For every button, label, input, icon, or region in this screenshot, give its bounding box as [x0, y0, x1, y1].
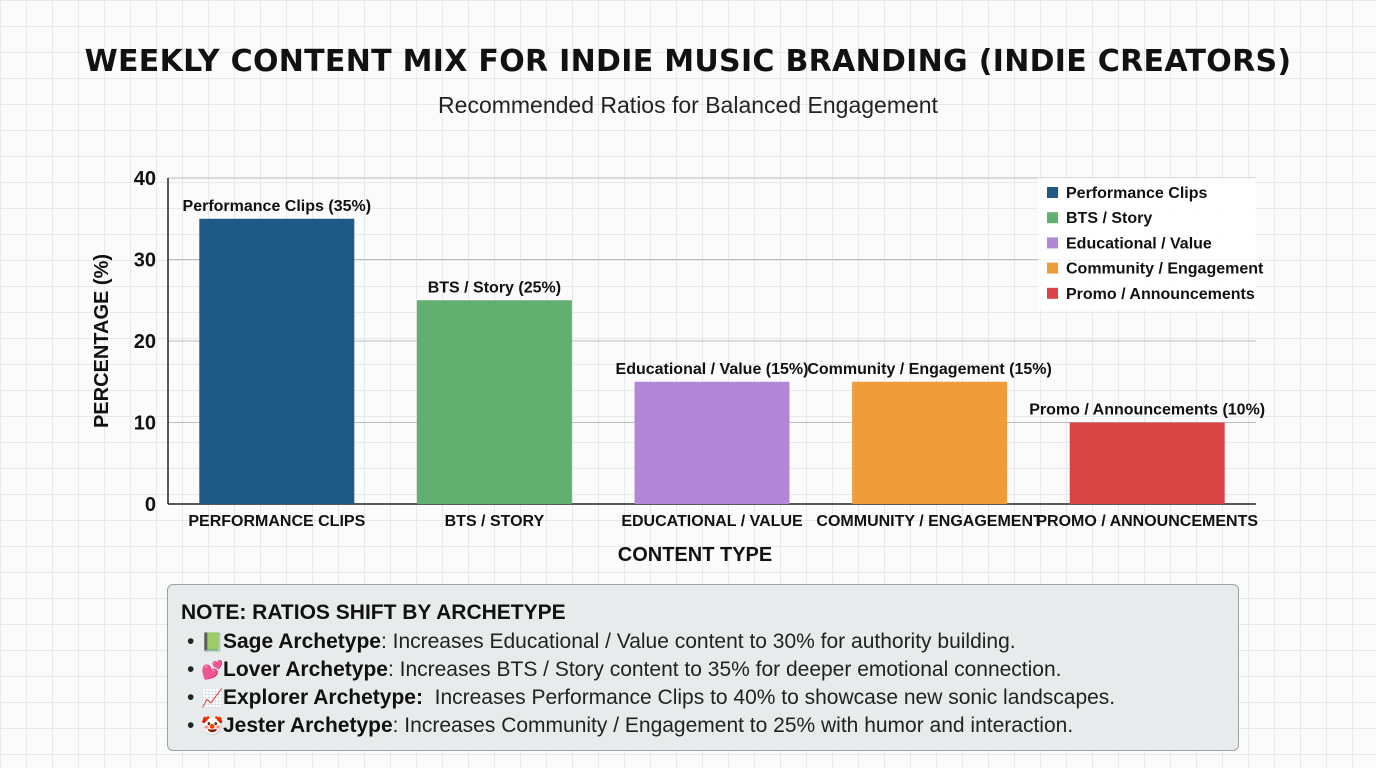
bar	[1069, 422, 1225, 504]
chart-title: WEEKLY CONTENT MIX FOR INDIE MUSIC BRAND…	[84, 44, 1292, 79]
y-tick-label: 30	[134, 250, 156, 272]
legend-swatch	[1047, 187, 1058, 198]
x-tick-label: BTS / STORY	[445, 513, 545, 530]
chart-subtitle: Recommended Ratios for Balanced Engageme…	[438, 92, 938, 118]
archetype-name: Lover Archetype	[223, 658, 388, 681]
x-tick-label: PERFORMANCE CLIPS	[188, 513, 365, 530]
bar-chart: 0 10 20 30 40 Performance Clips (35%) PERFORMA…	[91, 168, 1265, 566]
archetype-name: Explorer Archetype:	[223, 686, 423, 709]
data-label: Educational / Value (15%)	[616, 361, 809, 378]
data-label: Community / Engagement (15%)	[807, 361, 1051, 378]
bullet-icon: •	[187, 714, 195, 737]
archetype-description: Increases Performance Clips to 40% to sh…	[422, 686, 1116, 709]
legend-item: Educational / Value	[1066, 235, 1212, 252]
bar	[199, 218, 355, 504]
legend-item: BTS / Story	[1066, 210, 1152, 227]
x-tick-label: EDUCATIONAL / VALUE	[621, 513, 803, 530]
hearts-icon: 💕	[201, 660, 224, 680]
data-label: BTS / Story (25%)	[428, 279, 561, 296]
legend-swatch	[1047, 237, 1058, 249]
legend-box	[1038, 178, 1256, 310]
archetype-name: Sage Archetype	[223, 630, 381, 653]
y-tick-label: 10	[134, 413, 156, 435]
x-tick-label: PROMO / ANNOUNCEMENTS	[1036, 513, 1258, 530]
note-item-jester: • 🤡Jester Archetype: Increases Community …	[181, 712, 1224, 740]
archetype-description: : Increases Educational / Value content …	[380, 630, 1016, 653]
y-tick-label: 0	[145, 494, 156, 516]
legend-swatch	[1047, 262, 1058, 274]
bullet-icon: •	[187, 658, 195, 681]
legend-swatch	[1047, 287, 1058, 299]
note-item-lover: • 💕Lover Archetype: Increases BTS / Story…	[181, 656, 1224, 684]
bar	[634, 381, 790, 504]
bullet-icon: •	[187, 630, 195, 653]
legend-item: Performance Clips	[1066, 185, 1207, 202]
archetype-name: Jester Archetype	[223, 714, 393, 737]
data-label: Promo / Announcements (10%)	[1029, 402, 1265, 419]
book-icon: 📗	[201, 632, 224, 652]
chart-up-icon: 📈	[201, 688, 224, 708]
data-label: Performance Clips (35%)	[183, 198, 372, 215]
jester-face-icon: 🤡	[201, 716, 224, 736]
legend-swatch	[1047, 212, 1058, 224]
note-item-explorer: • 📈Explorer Archetype: Increases Performa…	[181, 684, 1224, 712]
archetype-description: : Increases BTS / Story content to 35% f…	[387, 658, 1062, 681]
y-axis-title: PERCENTAGE (%)	[91, 254, 113, 428]
y-tick-label: 20	[134, 331, 156, 353]
archetype-note-box: NOTE: RATIOS SHIFT BY ARCHETYPE • 📗Sage A…	[167, 584, 1239, 751]
archetype-description: : Increases Community / Engagement to 25…	[392, 714, 1074, 737]
legend-item: Community / Engagement	[1066, 261, 1264, 278]
legend-item: Promo / Announcements	[1066, 286, 1255, 303]
x-tick-label: COMMUNITY / ENGAGEMENT	[816, 513, 1043, 530]
x-axis-title: CONTENT TYPE	[618, 544, 772, 566]
y-tick-label: 40	[134, 168, 156, 190]
note-title: NOTE: RATIOS SHIFT BY ARCHETYPE	[181, 601, 566, 624]
bar	[416, 300, 572, 504]
note-item-sage: • 📗Sage Archetype: Increases Educational …	[181, 628, 1224, 656]
bar	[852, 381, 1008, 504]
bullet-icon: •	[187, 686, 195, 709]
